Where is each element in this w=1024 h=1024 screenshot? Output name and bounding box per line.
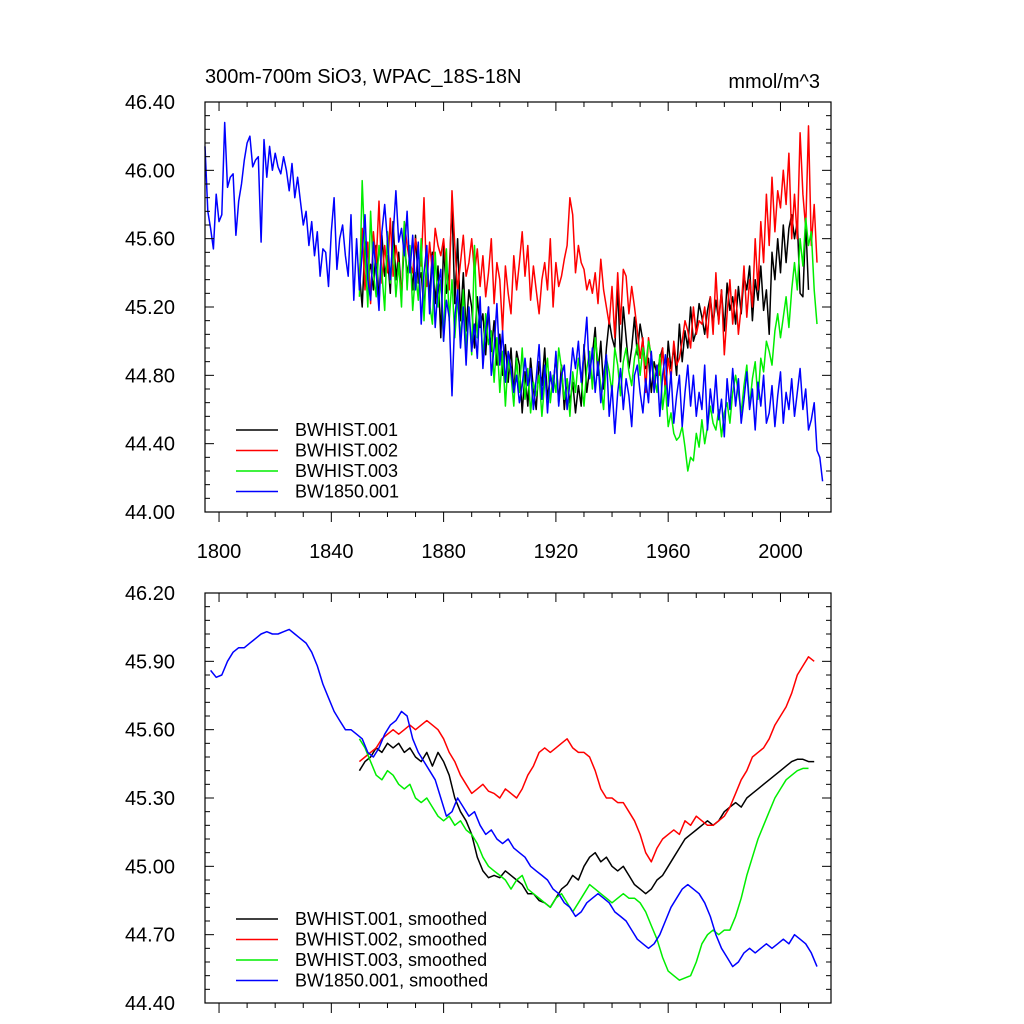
y-tick-label: 46.00 xyxy=(125,160,175,182)
top-axis-ticks: 44.00 44.40 44.80 45.20 45.60 46.00 46.40 1800 1… xyxy=(125,92,831,563)
legend-label-bwhist-001: BWHIST.001 xyxy=(295,420,398,440)
bottom-panel: 44.40 44.70 45.00 45.30 45.60 45.90 46.20 BWHI… xyxy=(125,583,832,1015)
bottom-axis-ticks: 44.40 44.70 45.00 45.30 45.60 45.90 46.20 xyxy=(125,583,831,1015)
y-tick-label: 45.30 xyxy=(125,788,175,810)
top-chart-units: mmol/m^3 xyxy=(728,71,820,93)
legend-label-bw1850-001: BW1850.001 xyxy=(295,482,399,502)
series-line-bwhist-002-smoothed xyxy=(358,656,815,863)
legend-label-bwhist-002: BWHIST.002 xyxy=(295,441,398,461)
y-tick-label: 45.20 xyxy=(125,297,175,319)
series-line-bw1850-001 xyxy=(204,121,824,482)
series-line-bwhist-002 xyxy=(358,125,818,394)
y-tick-label: 45.90 xyxy=(125,651,175,673)
top-series-group xyxy=(204,121,824,482)
series-line-bwhist-003-smoothed xyxy=(358,738,809,981)
legend-label-bwhist-003-smoothed: BWHIST.003, smoothed xyxy=(295,950,487,970)
top-panel: 300m-700m SiO3, WPAC_18S-18N mmol/m^3 44… xyxy=(125,66,832,563)
y-tick-label: 44.40 xyxy=(125,993,175,1015)
legend-label-bw1850-001-smoothed: BW1850.001, smoothed xyxy=(295,971,488,991)
legend-label-bwhist-003: BWHIST.003 xyxy=(295,461,398,481)
y-tick-label: 46.40 xyxy=(125,92,175,114)
y-tick-label: 45.00 xyxy=(125,856,175,878)
bottom-plot-frame xyxy=(204,592,832,1004)
series-line-bwhist-001-smoothed xyxy=(358,742,815,909)
top-plot-frame xyxy=(204,101,832,513)
x-tick-label: 1920 xyxy=(534,541,579,563)
legend-label-bwhist-002-smoothed: BWHIST.002, smoothed xyxy=(295,930,487,950)
x-tick-label: 1800 xyxy=(197,541,242,563)
x-tick-label: 1960 xyxy=(646,541,691,563)
y-tick-label: 45.60 xyxy=(125,229,175,251)
bottom-series-group xyxy=(210,628,818,981)
y-tick-label: 45.60 xyxy=(125,720,175,742)
x-tick-label: 1840 xyxy=(309,541,354,563)
y-tick-label: 44.80 xyxy=(125,365,175,387)
series-line-bw1850-001-smoothed xyxy=(210,628,818,968)
y-tick-label: 44.00 xyxy=(125,502,175,524)
series-line-bwhist-003 xyxy=(358,179,818,472)
y-tick-label: 44.70 xyxy=(125,925,175,947)
y-tick-label: 44.40 xyxy=(125,434,175,456)
x-tick-label: 2000 xyxy=(758,541,803,563)
x-tick-label: 1880 xyxy=(421,541,466,563)
top-chart-title: 300m-700m SiO3, WPAC_18S-18N xyxy=(205,66,521,88)
y-tick-label: 46.20 xyxy=(125,583,175,605)
legend-label-bwhist-001-smoothed: BWHIST.001, smoothed xyxy=(295,909,487,929)
